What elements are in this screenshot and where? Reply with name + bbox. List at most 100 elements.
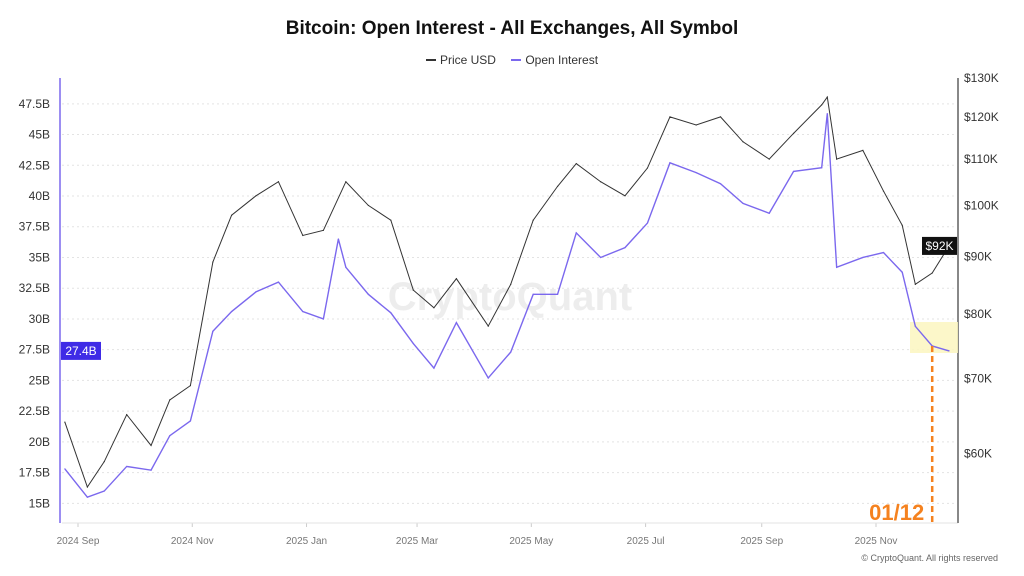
y-left-tick: 25B bbox=[29, 373, 50, 387]
oi-point bbox=[255, 291, 257, 293]
copyright: © CryptoQuant. All rights reserved bbox=[861, 553, 998, 563]
oi-point bbox=[337, 238, 339, 240]
y-right-tick: $110K bbox=[964, 152, 998, 166]
oi-point bbox=[901, 271, 903, 273]
legend-oi-label: Open Interest bbox=[525, 53, 599, 67]
price-point bbox=[882, 190, 885, 192]
highlight-box bbox=[910, 322, 958, 353]
x-tick: 2024 Nov bbox=[171, 536, 214, 547]
oi-point bbox=[695, 172, 697, 174]
price-point bbox=[719, 116, 722, 118]
price-point bbox=[556, 185, 559, 187]
price-point bbox=[695, 124, 697, 126]
price-point bbox=[86, 486, 88, 488]
legend-price-label: Price USD bbox=[439, 53, 496, 67]
x-tick: 2025 Mar bbox=[396, 536, 439, 547]
y-right-tick: $70K bbox=[964, 372, 992, 386]
price-point bbox=[455, 278, 457, 280]
y-right-tick: $90K bbox=[964, 250, 992, 264]
oi-point bbox=[914, 325, 916, 327]
oi-point bbox=[126, 465, 128, 468]
price-point bbox=[600, 181, 602, 183]
price-current-badge bbox=[922, 236, 957, 255]
price-current-value: $92K bbox=[925, 239, 953, 253]
price-point bbox=[826, 96, 828, 98]
price-point bbox=[433, 307, 435, 309]
price-point bbox=[624, 195, 626, 197]
y-left-tick: 20B bbox=[29, 435, 50, 449]
y-left-tick: 45B bbox=[29, 128, 50, 142]
oi-point bbox=[189, 420, 191, 422]
y-right-tick: $130K bbox=[964, 71, 999, 85]
oi-point bbox=[768, 212, 770, 214]
price-point bbox=[302, 234, 304, 237]
oi-point bbox=[487, 377, 489, 379]
price-point bbox=[277, 181, 280, 183]
price-point bbox=[931, 272, 933, 274]
y-left-tick: 22.5B bbox=[19, 404, 50, 418]
oi-point bbox=[212, 330, 214, 332]
oi-swatch bbox=[511, 59, 522, 61]
y-right-tick: $80K bbox=[964, 307, 992, 321]
price-point bbox=[189, 385, 191, 387]
oi-point bbox=[948, 350, 950, 352]
y-left-tick: 35B bbox=[29, 250, 50, 264]
y-left-tick: 17.5B bbox=[19, 466, 50, 480]
price-point bbox=[901, 224, 903, 226]
price-point bbox=[532, 219, 534, 221]
y-right-tick: $120K bbox=[964, 110, 999, 124]
y-left-tick: 15B bbox=[29, 496, 50, 510]
y-left-tick: 37.5B bbox=[19, 220, 50, 234]
price-point bbox=[836, 158, 838, 160]
oi-current-value: 27.4B bbox=[65, 344, 96, 358]
oi-point bbox=[64, 468, 66, 470]
price-point bbox=[412, 289, 414, 291]
price-point bbox=[821, 104, 823, 106]
x-tick: 2025 Sep bbox=[740, 536, 783, 547]
legend-oi[interactable]: Open Interest bbox=[511, 53, 598, 67]
legend: Price USD Open Interest bbox=[0, 50, 1024, 67]
oi-point bbox=[150, 469, 152, 471]
oi-point bbox=[532, 293, 534, 295]
oi-point bbox=[86, 496, 88, 498]
legend-price[interactable]: Price USD bbox=[425, 53, 496, 67]
oi-point bbox=[412, 342, 414, 345]
price-point bbox=[367, 204, 369, 207]
price-point bbox=[150, 444, 152, 447]
price-point bbox=[169, 399, 171, 401]
oi-point bbox=[600, 256, 602, 259]
price-point bbox=[103, 461, 105, 463]
price-point bbox=[742, 141, 744, 143]
oi-point bbox=[367, 293, 369, 295]
oi-point bbox=[836, 266, 838, 268]
oi-point bbox=[455, 322, 457, 324]
price-point bbox=[322, 229, 324, 231]
y-left-tick: 40B bbox=[29, 189, 50, 203]
y-left-tick: 47.5B bbox=[19, 97, 50, 111]
price-swatch bbox=[425, 59, 436, 61]
price-point bbox=[212, 261, 214, 263]
x-tick: 2025 Jul bbox=[627, 536, 665, 547]
chart-title: Bitcoin: Open Interest - All Exchanges, … bbox=[285, 18, 739, 39]
price-point bbox=[768, 158, 770, 160]
oi-point bbox=[103, 490, 105, 492]
x-tick: 2025 Nov bbox=[855, 536, 898, 547]
price-point bbox=[646, 167, 649, 169]
oi-point bbox=[646, 222, 649, 224]
y-left-tick: 30B bbox=[29, 312, 50, 326]
x-tick: 2025 Jan bbox=[286, 536, 327, 547]
price-point bbox=[126, 414, 128, 416]
price-point bbox=[255, 195, 257, 197]
oi-point bbox=[302, 310, 304, 313]
oi-point bbox=[882, 251, 885, 254]
oi-point bbox=[742, 202, 744, 204]
watermark: CryptoQuant bbox=[388, 275, 632, 319]
oi-point bbox=[624, 247, 626, 249]
oi-point bbox=[719, 183, 722, 185]
oi-point bbox=[345, 266, 347, 268]
price-point bbox=[792, 132, 795, 134]
annotation-label: 01/12 bbox=[869, 500, 924, 525]
oi-point bbox=[821, 167, 823, 169]
oi-point bbox=[169, 435, 171, 437]
